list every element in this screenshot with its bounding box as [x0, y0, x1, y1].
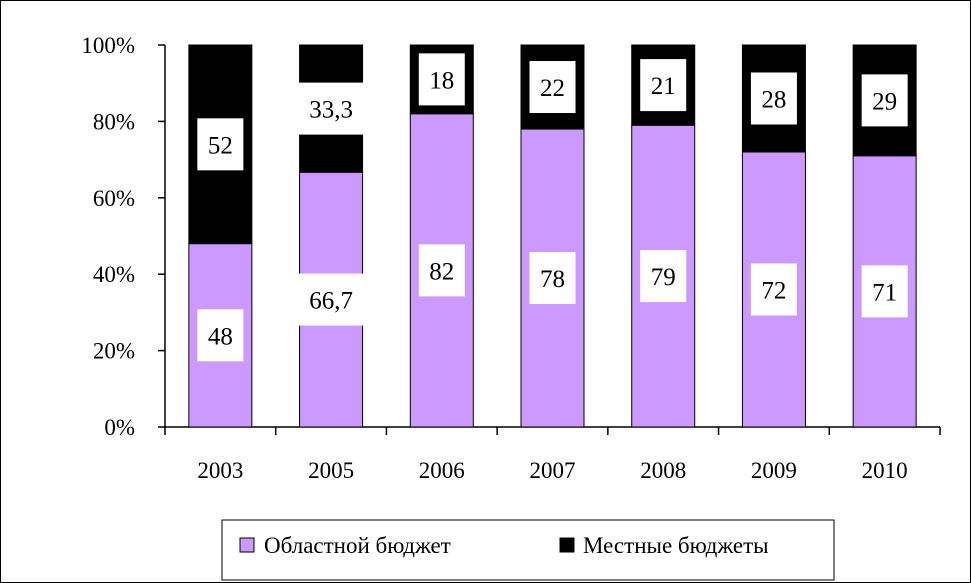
data-label: 72 — [761, 277, 786, 304]
y-tick-label: 40% — [93, 262, 135, 287]
data-label: 33,3 — [309, 97, 353, 124]
data-label: 18 — [429, 67, 454, 94]
data-label-box — [295, 82, 368, 135]
legend-label: Местные бюджеты — [583, 533, 769, 558]
y-tick-label: 60% — [93, 186, 135, 211]
x-tick-label: 2009 — [751, 458, 797, 483]
data-label-box — [197, 118, 244, 171]
data-label: 22 — [540, 75, 565, 102]
y-tick-label: 100% — [81, 33, 135, 58]
x-tick-label: 2006 — [419, 458, 465, 483]
data-label-box — [861, 265, 908, 318]
data-label: 66,7 — [309, 288, 353, 315]
y-tick-label: 0% — [104, 415, 135, 440]
data-label-box — [529, 252, 576, 305]
data-label-box — [750, 72, 797, 125]
x-tick-label: 2003 — [197, 458, 243, 483]
data-label-box — [295, 273, 368, 326]
data-label: 29 — [872, 88, 897, 115]
data-label: 82 — [429, 258, 454, 285]
data-label: 28 — [761, 86, 786, 113]
data-label-box — [418, 53, 465, 106]
plot-area: 0% 20% 40% 60% 80% 100% 48 52 2003 66,7 33,3 2005 82… — [81, 33, 941, 483]
x-tick-label: 2008 — [640, 458, 686, 483]
data-label-box — [197, 309, 244, 362]
data-label-box — [750, 263, 797, 316]
x-tick-label: 2007 — [530, 458, 576, 483]
data-label: 78 — [540, 266, 565, 293]
data-label: 79 — [651, 264, 676, 291]
data-label: 48 — [208, 323, 233, 350]
data-label-box — [861, 74, 908, 127]
data-label: 71 — [872, 279, 897, 306]
y-tick-label: 80% — [93, 109, 135, 134]
data-label: 52 — [208, 132, 233, 159]
legend: Областной бюджет Местные бюджеты — [221, 519, 835, 581]
data-label-box — [640, 250, 687, 303]
data-label-box — [418, 244, 465, 297]
data-label-box — [529, 61, 576, 114]
legend-swatch — [239, 537, 255, 553]
data-label: 21 — [651, 73, 676, 100]
legend-box — [221, 519, 835, 581]
x-tick-label: 2005 — [308, 458, 354, 483]
y-tick-label: 20% — [93, 339, 135, 364]
legend-swatch — [559, 537, 575, 553]
x-tick-label: 2010 — [862, 458, 908, 483]
legend-label: Областной бюджет — [264, 533, 451, 558]
data-label-box — [640, 59, 687, 112]
